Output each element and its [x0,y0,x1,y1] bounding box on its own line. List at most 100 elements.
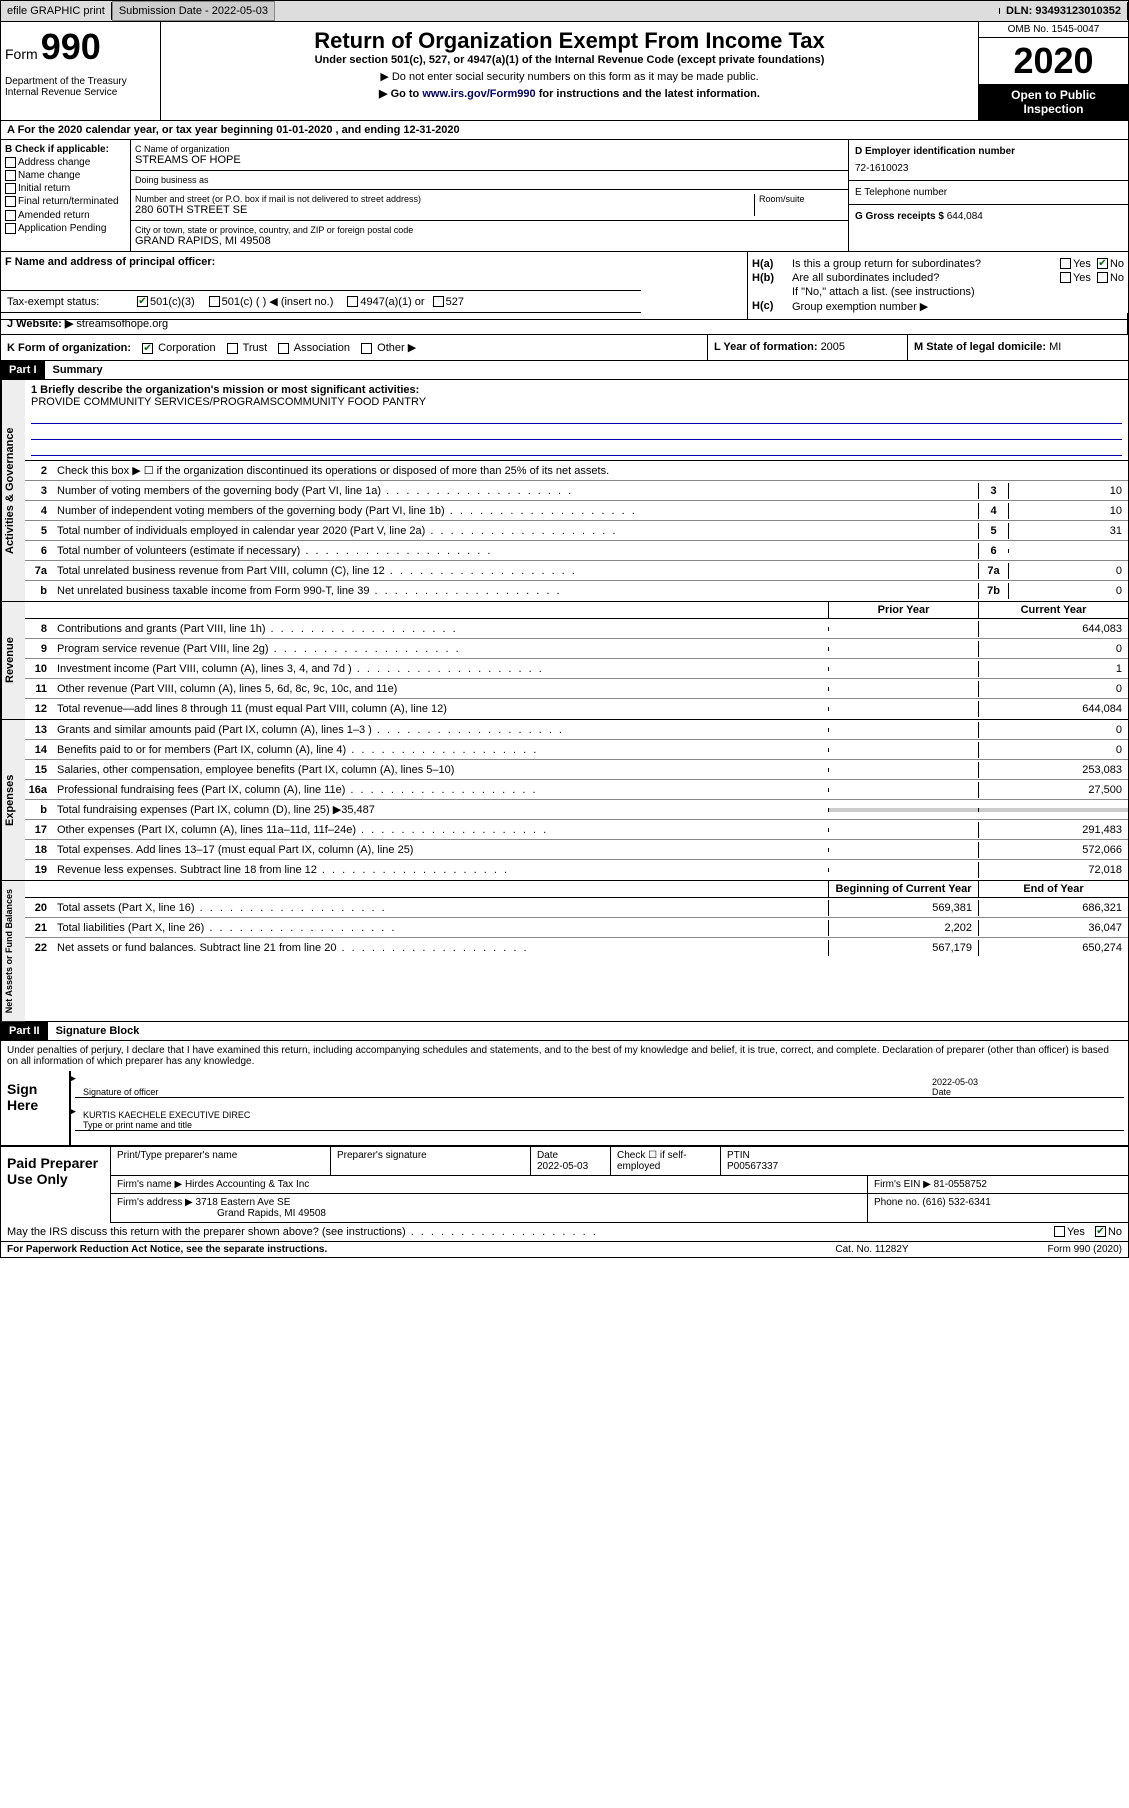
room-label: Room/suite [759,194,844,204]
form-subtitle: Under section 501(c), 527, or 4947(a)(1)… [167,54,972,66]
paid-preparer-label: Paid Preparer Use Only [1,1147,111,1223]
b21: 2,202 [828,920,978,936]
tax-status-label: Tax-exempt status: [7,296,137,308]
c19: 72,018 [978,862,1128,878]
part2-header: Part II [1,1022,48,1040]
line-10: Investment income (Part VIII, column (A)… [53,661,828,677]
governance-tab: Activities & Governance [1,380,25,601]
form-number: 990 [41,26,101,67]
c14: 0 [978,742,1128,758]
org-name: STREAMS OF HOPE [135,154,844,166]
cb-final-return[interactable]: Final return/terminated [5,196,126,207]
cb-trust[interactable] [227,343,238,354]
beg-year-head: Beginning of Current Year [828,881,978,897]
cb-name-change[interactable]: Name change [5,170,126,181]
hb-label: H(b) [752,272,792,284]
end-year-head: End of Year [978,881,1128,897]
dept-label: Department of the Treasury Internal Reve… [5,68,156,98]
ha-no[interactable] [1097,258,1108,269]
gross-value: 644,084 [947,211,983,222]
val-5: 31 [1008,523,1128,539]
hb-yes[interactable] [1060,272,1071,283]
val-3: 10 [1008,483,1128,499]
irs-link[interactable]: www.irs.gov/Form990 [422,88,535,100]
discuss-no[interactable] [1095,1226,1106,1237]
cb-amended[interactable]: Amended return [5,210,126,221]
c16a: 27,500 [978,782,1128,798]
e20: 686,321 [978,900,1128,916]
efile-label: efile GRAPHIC print [1,2,112,20]
ein-value: 72-1610023 [855,157,1122,174]
self-employed-label: Check ☐ if self-employed [611,1147,721,1175]
line-14: Benefits paid to or for members (Part IX… [53,742,828,758]
dba-label: Doing business as [135,175,844,185]
tel-label: E Telephone number [855,187,1122,198]
c11: 0 [978,681,1128,697]
c10: 1 [978,661,1128,677]
submission-date-button[interactable]: Submission Date - 2022-05-03 [112,1,275,21]
gross-label: G Gross receipts $ [855,211,947,222]
form-title: Return of Organization Exempt From Incom… [167,28,972,54]
prior-year-head: Prior Year [828,602,978,618]
addr-label: Number and street (or P.O. box if mail i… [135,194,754,204]
cb-501c3[interactable] [137,296,148,307]
line-21: Total liabilities (Part X, line 26) [53,920,828,936]
declaration-text: Under penalties of perjury, I declare th… [1,1041,1128,1071]
hc-text: Group exemption number ▶ [792,300,928,313]
ha-yes[interactable] [1060,258,1071,269]
c17: 291,483 [978,822,1128,838]
cb-501c[interactable] [209,296,220,307]
part1-header: Part I [1,361,45,379]
line-11: Other revenue (Part VIII, column (A), li… [53,681,828,697]
period-line: A For the 2020 calendar year, or tax yea… [1,121,1128,140]
prep-date: 2022-05-03 [537,1161,588,1172]
line-20: Total assets (Part X, line 16) [53,900,828,916]
c12: 644,084 [978,701,1128,717]
print-name-label: Print/Type preparer's name [111,1147,331,1175]
cb-corporation[interactable] [142,343,153,354]
b20: 569,381 [828,900,978,916]
org-name-label: C Name of organization [135,144,844,154]
officer-name-title: KURTIS KAECHELE EXECUTIVE DIREC [83,1110,250,1120]
firm-city: Grand Rapids, MI 49508 [117,1208,326,1219]
sig-date-val: 2022-05-03 [932,1077,978,1087]
discuss-yes[interactable] [1054,1226,1065,1237]
paperwork-notice: For Paperwork Reduction Act Notice, see … [7,1244,772,1255]
cb-association[interactable] [278,343,289,354]
cb-application[interactable]: Application Pending [5,223,126,234]
hb-text: Are all subordinates included? [792,272,1060,284]
netassets-tab: Net Assets or Fund Balances [1,881,25,1021]
expenses-tab: Expenses [1,720,25,880]
sig-date-label: Date [932,1087,951,1097]
sig-officer-label: Signature of officer [83,1087,158,1097]
hb-no[interactable] [1097,272,1108,283]
state-domicile: MI [1049,341,1061,353]
c15: 253,083 [978,762,1128,778]
form-no-footer: Form 990 (2020) [972,1244,1122,1255]
ha-text: Is this a group return for subordinates? [792,258,1060,270]
cb-4947[interactable] [347,296,358,307]
mission-line [31,410,1122,424]
line-7a: Total unrelated business revenue from Pa… [53,563,978,579]
line-16b: Total fundraising expenses (Part IX, col… [53,801,828,818]
line-19: Revenue less expenses. Subtract line 18 … [53,862,828,878]
firm-phone: (616) 532-6341 [922,1197,990,1208]
current-year-head: Current Year [978,602,1128,618]
cb-address-change[interactable]: Address change [5,157,126,168]
cb-527[interactable] [433,296,444,307]
line-17: Other expenses (Part IX, column (A), lin… [53,822,828,838]
top-spacer [275,8,1000,14]
e21: 36,047 [978,920,1128,936]
part1-title: Summary [45,361,111,379]
cb-initial-return[interactable]: Initial return [5,183,126,194]
c18: 572,066 [978,842,1128,858]
dln-label: DLN: 93493123010352 [1000,2,1128,20]
val-7b: 0 [1008,583,1128,599]
firm-addr: 3718 Eastern Ave SE [196,1197,291,1208]
line-12: Total revenue—add lines 8 through 11 (mu… [53,701,828,717]
line-5: Total number of individuals employed in … [53,523,978,539]
street-address: 280 60TH STREET SE [135,204,754,216]
line-3: Number of voting members of the governin… [53,483,978,499]
cb-other[interactable] [361,343,372,354]
type-name-label: Type or print name and title [83,1120,192,1130]
